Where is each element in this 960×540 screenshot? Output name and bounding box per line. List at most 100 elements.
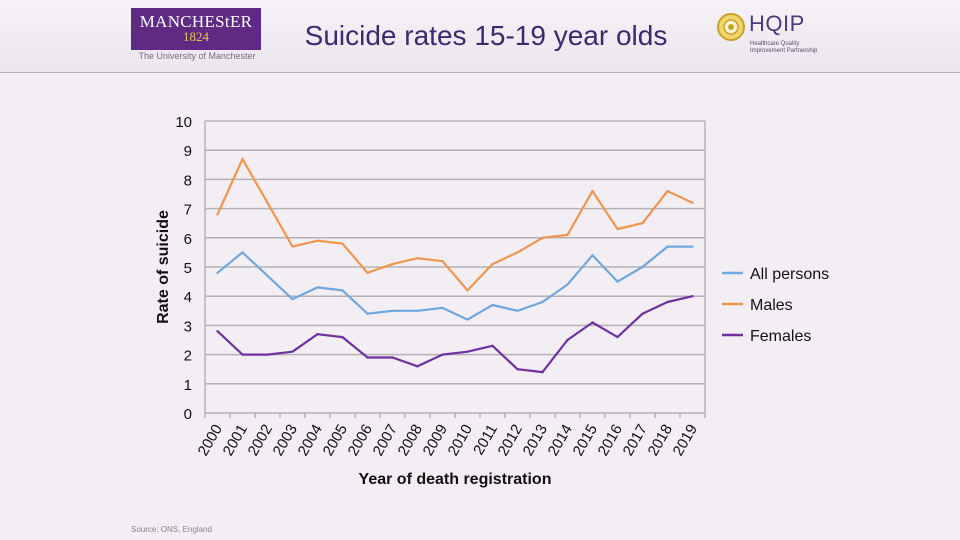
x-tick-label: 2008 xyxy=(395,422,426,459)
x-tick-label: 2004 xyxy=(295,422,326,459)
hqip-logo-tagline: Healthcare Quality Improvement Partnersh… xyxy=(750,41,818,54)
y-tick-label: 2 xyxy=(184,348,192,365)
data-point-females xyxy=(491,344,494,348)
data-point-all-persons xyxy=(491,303,494,307)
data-point-males xyxy=(541,236,544,239)
data-point-all-persons xyxy=(316,286,319,289)
y-tick-label: 10 xyxy=(175,114,192,131)
y-axis-title: Rate of suicide xyxy=(155,210,172,324)
data-point-all-persons xyxy=(466,318,469,321)
data-point-females xyxy=(366,356,369,359)
university-of-manchester-logo: MANCHEStER 1824 xyxy=(131,8,261,50)
y-tick-label: 6 xyxy=(184,231,192,248)
x-tick-label: 2000 xyxy=(195,422,226,459)
data-point-all-persons xyxy=(566,283,569,286)
data-point-all-persons xyxy=(691,245,694,248)
hqip-logo-name: HQIP xyxy=(749,11,805,36)
data-point-all-persons xyxy=(516,309,519,312)
data-point-females xyxy=(416,365,419,368)
slide-title: Suicide rates 15-19 year olds xyxy=(304,20,668,51)
x-tick-label: 2006 xyxy=(345,422,376,459)
data-point-all-persons xyxy=(641,265,644,269)
data-point-females xyxy=(216,330,219,333)
y-tick-label: 5 xyxy=(184,260,192,277)
data-point-males xyxy=(466,289,469,292)
y-axis-ticks: 0 1 2 3 4 5 6 7 8 9 10 xyxy=(175,114,192,423)
data-point-males xyxy=(291,245,294,248)
data-point-females xyxy=(341,335,344,339)
data-point-all-persons xyxy=(391,309,394,312)
data-point-females xyxy=(441,353,444,356)
data-point-males xyxy=(441,259,444,263)
data-point-males xyxy=(591,189,594,193)
data-point-all-persons xyxy=(441,306,444,310)
x-tick-label: 2015 xyxy=(570,422,601,459)
hqip-emblem-icon xyxy=(717,13,745,41)
legend-label-females: Females xyxy=(750,328,811,345)
uom-logo-subtitle: The University of Manchester xyxy=(138,51,256,61)
data-point-females xyxy=(391,356,394,359)
y-tick-label: 7 xyxy=(184,202,192,219)
x-tick-label: 2019 xyxy=(670,422,701,459)
data-point-all-persons xyxy=(291,297,294,301)
data-point-females xyxy=(566,338,569,342)
uom-logo-year: 1824 xyxy=(183,29,209,44)
x-axis-title: Year of death registration xyxy=(359,471,552,488)
x-tick-label: 2009 xyxy=(420,422,451,459)
x-tick-label: 2003 xyxy=(270,422,301,459)
y-tick-label: 3 xyxy=(184,318,192,335)
y-tick-label: 8 xyxy=(184,172,192,189)
data-point-males xyxy=(241,157,244,161)
data-point-males xyxy=(491,262,494,266)
data-point-females xyxy=(641,312,644,315)
data-point-all-persons xyxy=(541,300,544,304)
data-point-females xyxy=(616,335,619,339)
data-point-males xyxy=(316,239,319,242)
y-tick-label: 1 xyxy=(184,377,192,394)
data-point-males xyxy=(266,201,269,204)
data-point-females xyxy=(291,350,294,353)
uom-logo-name: MANCHEStER xyxy=(139,12,253,31)
data-point-all-persons xyxy=(591,254,594,257)
data-point-males xyxy=(416,257,419,260)
data-point-males xyxy=(616,227,619,231)
data-point-all-persons xyxy=(616,280,619,283)
data-point-males xyxy=(641,222,644,225)
data-point-all-persons xyxy=(266,274,269,277)
x-tick-label: 2010 xyxy=(445,422,476,459)
chart-legend: All persons Males Females xyxy=(722,266,829,345)
data-point-all-persons xyxy=(341,289,344,292)
data-point-females xyxy=(466,350,469,353)
data-point-males xyxy=(391,262,394,266)
slide-header: MANCHEStER 1824 The University of Manche… xyxy=(0,0,960,73)
legend-label-all-persons: All persons xyxy=(750,266,829,283)
data-point-all-persons xyxy=(666,245,669,248)
x-axis-ticks: 2000200120022003200420052006200720082009… xyxy=(195,413,706,459)
data-point-females xyxy=(241,353,244,356)
x-tick-label: 2013 xyxy=(520,422,551,459)
series-line-females xyxy=(216,295,693,374)
data-point-males xyxy=(566,233,569,237)
x-tick-label: 2007 xyxy=(370,422,401,459)
y-tick-label: 0 xyxy=(184,406,192,423)
data-point-females xyxy=(516,368,519,371)
source-note: Source: ONS, England xyxy=(131,525,212,534)
data-point-females xyxy=(266,353,269,356)
data-point-all-persons xyxy=(241,251,244,254)
data-point-males xyxy=(341,242,344,245)
data-point-all-persons xyxy=(216,271,219,275)
x-tick-label: 2016 xyxy=(595,422,626,459)
x-tick-label: 2017 xyxy=(620,422,651,459)
x-tick-label: 2018 xyxy=(645,422,676,459)
x-tick-label: 2014 xyxy=(545,422,576,459)
data-point-all-persons xyxy=(366,312,369,315)
x-tick-label: 2005 xyxy=(320,422,351,459)
data-point-females xyxy=(691,295,694,298)
data-point-males xyxy=(366,271,369,275)
series-line-all-persons xyxy=(216,245,693,321)
data-point-males xyxy=(516,251,519,254)
hqip-logo: HQIP Healthcare Quality Improvement Part… xyxy=(716,10,826,60)
data-point-males xyxy=(216,213,219,216)
chart-gridlines xyxy=(204,120,706,414)
